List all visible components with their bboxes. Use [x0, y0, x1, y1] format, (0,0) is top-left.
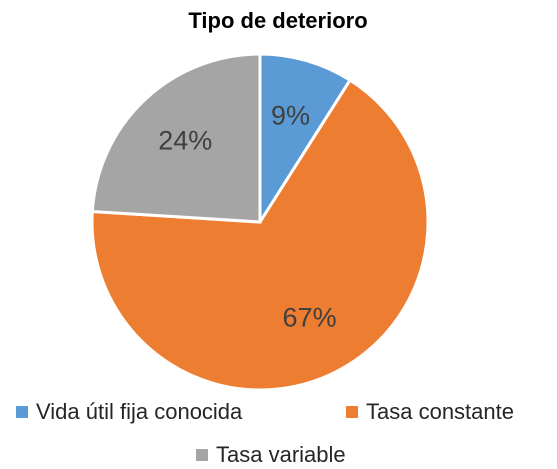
chart-title: Tipo de deterioro	[188, 8, 367, 33]
pie-slice	[90, 52, 262, 224]
legend-label: Vida útil fija conocida	[36, 399, 243, 424]
legend-swatch	[346, 406, 358, 418]
legend-label: Tasa constante	[366, 399, 514, 424]
data-label: 67%	[283, 302, 337, 332]
pie-slice	[90, 78, 430, 392]
legend-swatch	[196, 449, 208, 461]
pie-slice	[258, 52, 353, 228]
legend-swatch	[16, 406, 28, 418]
legend-label: Tasa variable	[216, 442, 346, 467]
data-label: 24%	[158, 126, 212, 156]
data-label: 9%	[271, 100, 310, 130]
